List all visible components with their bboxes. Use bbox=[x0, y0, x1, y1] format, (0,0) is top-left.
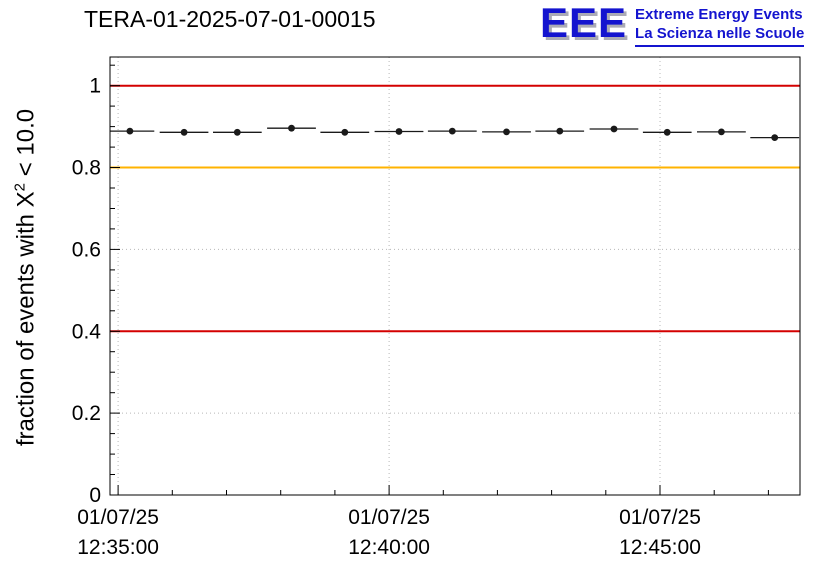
y-axis-title-prefix: fraction of events with X bbox=[12, 191, 40, 447]
y-axis-title-suffix: < 10.0 bbox=[12, 108, 40, 183]
data-point bbox=[556, 127, 564, 135]
svg-text:12:35:00: 12:35:00 bbox=[77, 536, 159, 559]
svg-text:0.8: 0.8 bbox=[72, 157, 101, 180]
data-point bbox=[233, 128, 241, 136]
svg-text:12:45:00: 12:45:00 bbox=[619, 536, 701, 559]
gridlines bbox=[110, 57, 800, 495]
svg-text:01/07/25: 01/07/25 bbox=[77, 506, 159, 529]
data-point bbox=[126, 127, 134, 135]
data-point bbox=[395, 128, 403, 135]
data-point bbox=[663, 128, 671, 136]
svg-text:0.6: 0.6 bbox=[72, 238, 101, 261]
y-axis: 0 0.2 0.4 0.6 0.8 1 bbox=[72, 64, 120, 507]
reference-lines bbox=[110, 84, 800, 333]
x-axis: 01/07/25 12:35:00 01/07/25 12:40:00 01/07/25… bbox=[77, 485, 769, 559]
eee-logo: EEE Extreme Energy Events La Scienza nel… bbox=[540, 0, 805, 47]
svg-text:12:40:00: 12:40:00 bbox=[348, 536, 430, 559]
data-point bbox=[503, 128, 510, 136]
eee-logo-subtitle: Extreme Energy Events La Scienza nelle S… bbox=[635, 2, 805, 47]
data-point bbox=[718, 128, 725, 136]
y-axis-title-sup: 2 bbox=[11, 182, 29, 192]
data-point bbox=[610, 125, 618, 133]
svg-text:0: 0 bbox=[89, 484, 101, 507]
svg-text:1: 1 bbox=[89, 75, 101, 98]
svg-text:01/07/25: 01/07/25 bbox=[619, 506, 701, 529]
plot-frame bbox=[109, 56, 801, 496]
svg-text:0.2: 0.2 bbox=[72, 402, 101, 425]
eee-logo-text: EEE bbox=[540, 0, 628, 46]
svg-text:0.4: 0.4 bbox=[72, 320, 102, 343]
data-point bbox=[448, 127, 456, 135]
data-point bbox=[288, 124, 295, 132]
data-point bbox=[180, 128, 188, 136]
eee-logo-line2: La Scienza nelle Scuole bbox=[635, 25, 805, 42]
series-chi2-fraction bbox=[110, 124, 800, 142]
y-axis-title: fraction of events with X2 < 10.0 bbox=[12, 59, 41, 497]
plot-title: TERA-01-2025-07-01-00015 bbox=[84, 6, 376, 32]
data-point bbox=[771, 134, 779, 142]
eee-logo-line1: Extreme Energy Events bbox=[635, 6, 803, 23]
svg-text:01/07/25: 01/07/25 bbox=[348, 506, 430, 529]
data-point bbox=[341, 128, 349, 136]
